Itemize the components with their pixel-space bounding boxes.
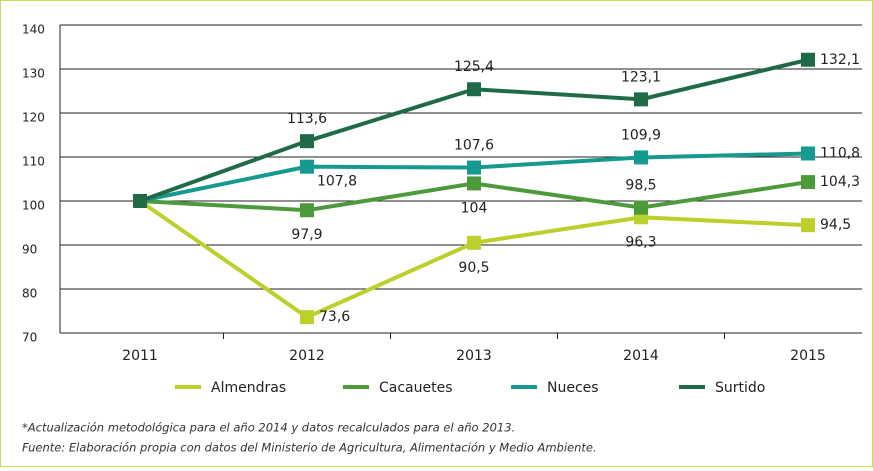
data-label: 94,5 xyxy=(820,217,851,233)
legend-label: Cacauetes xyxy=(379,380,453,396)
data-label: 110,8 xyxy=(820,145,860,161)
marker xyxy=(300,134,314,149)
y-tick-label: 80 xyxy=(22,287,37,301)
marker xyxy=(300,310,314,325)
x-tick-label: 2015 xyxy=(790,348,826,364)
marker xyxy=(133,194,147,208)
data-label: 97,9 xyxy=(291,227,322,243)
x-tick-label: 2011 xyxy=(122,348,158,364)
legend-label: Surtido xyxy=(715,380,765,396)
data-label: 132,1 xyxy=(820,52,860,68)
y-tick-label: 100 xyxy=(22,199,45,213)
data-label: 90,5 xyxy=(458,260,489,276)
marker xyxy=(801,146,815,161)
marker xyxy=(467,160,481,175)
y-tick-label: 120 xyxy=(22,111,45,125)
y-tick-label: 130 xyxy=(22,67,45,81)
data-label: 125,4 xyxy=(454,59,494,75)
marker xyxy=(801,175,815,190)
legend-label: Almendras xyxy=(211,380,286,396)
x-tick-label: 2013 xyxy=(456,348,492,364)
data-label: 96,3 xyxy=(625,234,656,250)
data-label: 107,6 xyxy=(454,138,494,154)
data-label: 113,6 xyxy=(287,111,327,127)
legend-label: Nueces xyxy=(547,380,599,396)
marker xyxy=(467,235,481,250)
data-label: 109,9 xyxy=(621,127,661,143)
marker xyxy=(634,200,648,215)
marker xyxy=(467,82,481,97)
y-tick-label: 140 xyxy=(22,23,45,37)
marker xyxy=(467,176,481,191)
marker xyxy=(634,150,648,165)
data-label: 104,3 xyxy=(820,174,860,190)
marker xyxy=(634,92,648,107)
y-tick-label: 90 xyxy=(22,243,37,257)
data-label: 104 xyxy=(461,200,488,216)
data-label: 123,1 xyxy=(621,69,661,85)
marker xyxy=(300,159,314,174)
data-label: 98,5 xyxy=(625,178,656,194)
y-tick-label: 110 xyxy=(22,155,45,169)
marker xyxy=(300,203,314,218)
marker xyxy=(801,218,815,233)
x-tick-label: 2014 xyxy=(623,348,659,364)
data-label: 107,8 xyxy=(317,174,357,190)
footnote: Fuente: Elaboración propia con datos del… xyxy=(22,441,597,455)
y-tick-label: 70 xyxy=(22,331,37,345)
x-tick-label: 2012 xyxy=(289,348,325,364)
footnote: *Actualización metodológica para el año … xyxy=(22,421,515,435)
marker xyxy=(801,52,815,67)
data-label: 73,6 xyxy=(319,309,350,325)
